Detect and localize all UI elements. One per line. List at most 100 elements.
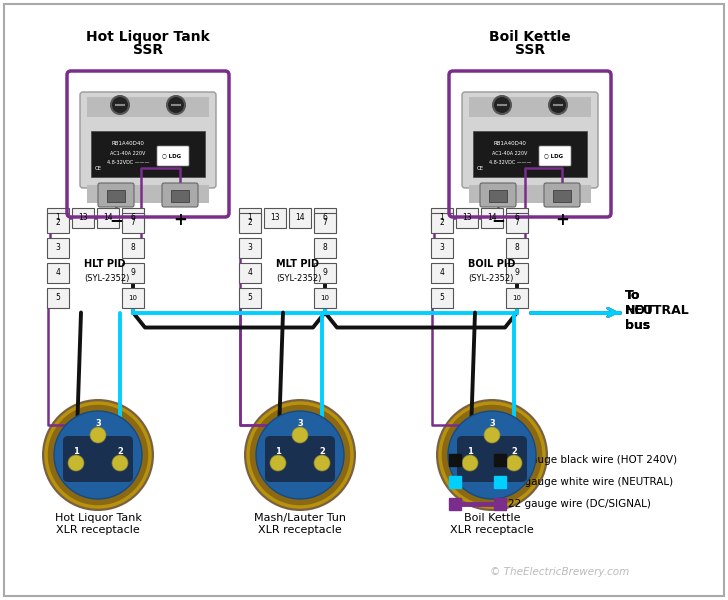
Text: 6: 6 [130, 213, 135, 222]
Text: 14 gauge black wire (HOT 240V): 14 gauge black wire (HOT 240V) [508, 455, 677, 465]
Text: 3: 3 [95, 419, 101, 427]
Text: XLR receptacle: XLR receptacle [56, 525, 140, 535]
FancyBboxPatch shape [506, 263, 528, 283]
FancyBboxPatch shape [122, 212, 144, 232]
Text: AC1-40A 220V: AC1-40A 220V [111, 151, 146, 156]
FancyBboxPatch shape [314, 287, 336, 307]
FancyBboxPatch shape [47, 287, 69, 307]
FancyBboxPatch shape [107, 190, 125, 202]
Text: 14 gauge white wire (NEUTRAL): 14 gauge white wire (NEUTRAL) [508, 477, 673, 487]
FancyBboxPatch shape [314, 208, 336, 227]
Text: 7: 7 [515, 218, 520, 227]
FancyBboxPatch shape [171, 190, 189, 202]
Text: ○ LDG: ○ LDG [162, 154, 181, 158]
FancyBboxPatch shape [489, 190, 507, 202]
Circle shape [90, 427, 106, 443]
Text: 2: 2 [248, 218, 253, 227]
Circle shape [549, 96, 567, 114]
FancyBboxPatch shape [469, 97, 591, 117]
Text: © TheElectricBrewery.com: © TheElectricBrewery.com [490, 567, 629, 577]
Text: HLT PID: HLT PID [84, 259, 126, 269]
Text: 4: 4 [55, 268, 60, 277]
Text: Boil Kettle: Boil Kettle [464, 513, 521, 523]
Text: CE: CE [95, 166, 102, 171]
Text: +: + [555, 211, 569, 229]
FancyBboxPatch shape [481, 208, 503, 227]
FancyBboxPatch shape [98, 183, 134, 207]
Circle shape [292, 427, 308, 443]
Text: 5: 5 [55, 293, 60, 302]
Text: Boil Kettle: Boil Kettle [489, 30, 571, 44]
FancyBboxPatch shape [462, 92, 598, 188]
Text: RB1A40D40: RB1A40D40 [111, 141, 144, 146]
Text: MLT PID: MLT PID [277, 259, 320, 269]
Text: 3: 3 [55, 243, 60, 252]
Text: 5: 5 [248, 293, 253, 302]
Text: 2: 2 [117, 446, 123, 455]
Text: 1: 1 [55, 213, 60, 222]
Text: 13: 13 [270, 213, 280, 222]
Circle shape [436, 399, 548, 511]
Text: 4.8-32VDC ———: 4.8-32VDC ——— [107, 160, 149, 165]
Text: 14: 14 [487, 213, 496, 222]
Text: 7: 7 [323, 218, 328, 227]
Text: Mash/Lauter Tun: Mash/Lauter Tun [254, 513, 346, 523]
FancyBboxPatch shape [544, 183, 580, 207]
Circle shape [42, 399, 154, 511]
FancyBboxPatch shape [264, 208, 286, 227]
FancyBboxPatch shape [239, 287, 261, 307]
FancyBboxPatch shape [314, 263, 336, 283]
Text: 8: 8 [323, 243, 328, 252]
Text: AC1-40A 220V: AC1-40A 220V [492, 151, 528, 156]
FancyBboxPatch shape [87, 185, 209, 203]
Circle shape [68, 455, 84, 471]
FancyBboxPatch shape [506, 208, 528, 227]
Circle shape [484, 427, 500, 443]
Text: 3: 3 [489, 419, 495, 427]
FancyBboxPatch shape [122, 287, 144, 307]
FancyBboxPatch shape [162, 183, 198, 207]
Circle shape [54, 411, 142, 499]
Circle shape [270, 455, 286, 471]
Text: 14: 14 [103, 213, 113, 222]
Text: 7: 7 [130, 218, 135, 227]
FancyBboxPatch shape [122, 238, 144, 257]
Text: To
NEUTRAL
bus: To NEUTRAL bus [625, 289, 689, 332]
Circle shape [248, 403, 352, 507]
FancyBboxPatch shape [473, 131, 587, 177]
FancyBboxPatch shape [314, 212, 336, 232]
FancyBboxPatch shape [539, 146, 571, 166]
Text: SSR: SSR [515, 43, 545, 57]
FancyBboxPatch shape [239, 263, 261, 283]
Text: 2: 2 [440, 218, 444, 227]
Text: BOIL PID: BOIL PID [469, 259, 516, 269]
Text: 8: 8 [130, 243, 135, 252]
Text: Hot Liquor Tank: Hot Liquor Tank [86, 30, 210, 44]
Text: 9: 9 [323, 268, 328, 277]
Text: CE: CE [477, 166, 484, 171]
Text: (SYL-2352): (SYL-2352) [84, 274, 130, 283]
FancyBboxPatch shape [431, 263, 453, 283]
Text: RB1A40D40: RB1A40D40 [494, 141, 526, 146]
FancyBboxPatch shape [553, 190, 571, 202]
FancyBboxPatch shape [469, 185, 591, 203]
FancyBboxPatch shape [457, 436, 527, 482]
FancyBboxPatch shape [122, 263, 144, 283]
Text: 3: 3 [440, 243, 444, 252]
FancyBboxPatch shape [289, 208, 311, 227]
Text: Hot Liquor Tank: Hot Liquor Tank [55, 513, 141, 523]
Circle shape [493, 96, 511, 114]
FancyBboxPatch shape [72, 208, 94, 227]
Text: 2: 2 [511, 446, 517, 455]
Text: 1: 1 [73, 446, 79, 455]
Text: 14: 14 [295, 213, 305, 222]
FancyBboxPatch shape [431, 212, 453, 232]
FancyBboxPatch shape [265, 436, 335, 482]
FancyBboxPatch shape [80, 92, 216, 188]
FancyBboxPatch shape [91, 131, 205, 177]
FancyBboxPatch shape [506, 212, 528, 232]
Circle shape [167, 96, 185, 114]
FancyBboxPatch shape [431, 238, 453, 257]
Text: 3: 3 [248, 243, 253, 252]
FancyBboxPatch shape [87, 97, 209, 117]
